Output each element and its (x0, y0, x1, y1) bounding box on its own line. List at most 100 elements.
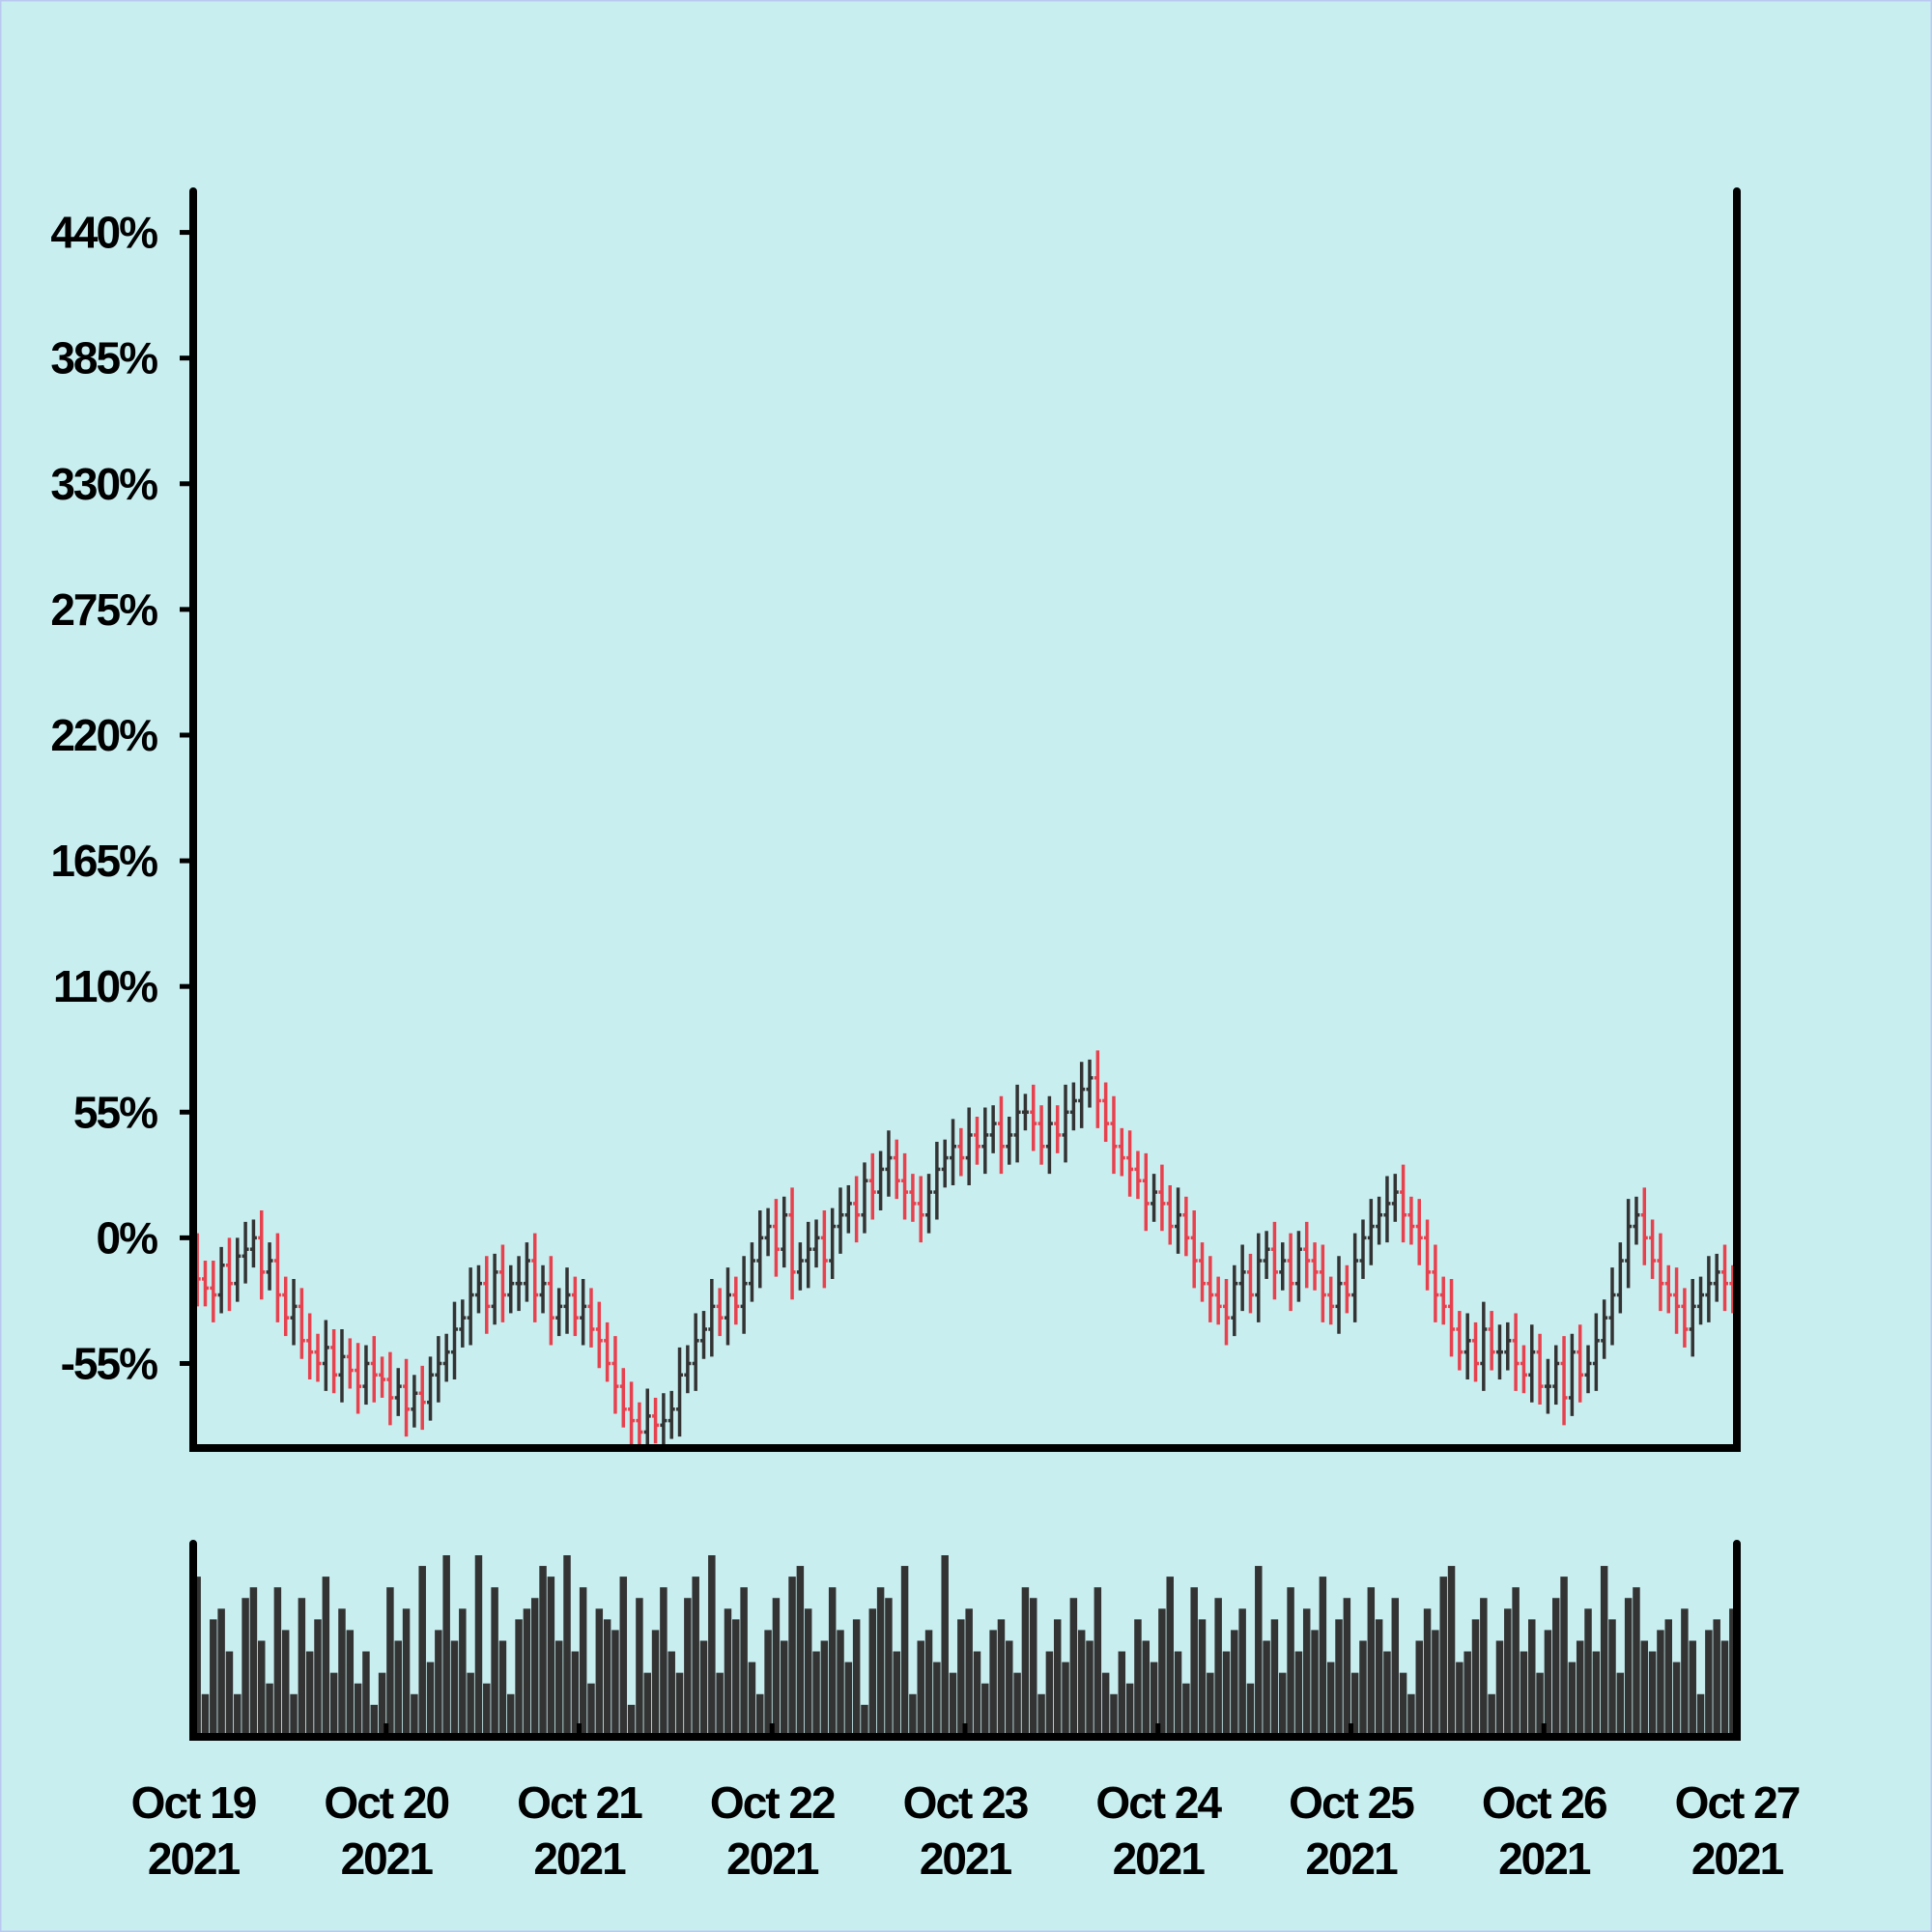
y-tick-label: 330% (50, 459, 157, 509)
volume-bar (1689, 1640, 1696, 1737)
volume-bar (1294, 1651, 1303, 1737)
volume-bar (338, 1608, 346, 1737)
ohlc-bar (587, 1288, 595, 1348)
volume-bar (1118, 1651, 1126, 1737)
volume-bar (1415, 1640, 1423, 1737)
volume-bar (1077, 1630, 1086, 1737)
ohlc-bar (459, 1299, 467, 1348)
y-tick-label: 275% (50, 584, 157, 635)
ohlc-bar (234, 1237, 242, 1302)
volume-bar (1648, 1651, 1657, 1737)
volume-bar (1681, 1608, 1689, 1737)
ohlc-bar (764, 1208, 772, 1257)
ohlc-bar (917, 1176, 924, 1243)
ohlc-bar (563, 1267, 571, 1334)
ohlc-bar (1151, 1174, 1158, 1222)
ohlc-bar (427, 1356, 435, 1421)
volume-bar (1383, 1651, 1391, 1737)
ohlc-bar (1246, 1253, 1254, 1314)
volume-bar (435, 1630, 442, 1737)
volume-bar (1255, 1566, 1263, 1737)
ohlc-bar (973, 1117, 980, 1165)
volume-bar (885, 1598, 893, 1737)
volume-bar (201, 1693, 210, 1737)
volume-bar (1544, 1630, 1552, 1737)
volume-bar (1391, 1598, 1400, 1737)
ohlc-bar (716, 1288, 724, 1337)
ohlc-bar (435, 1336, 442, 1403)
ohlc-bar (660, 1393, 668, 1448)
ohlc-bar (1616, 1242, 1624, 1314)
volume-bar (1190, 1587, 1198, 1737)
ohlc-bar (450, 1301, 458, 1380)
ohlc-bar (580, 1278, 587, 1346)
volume-bar (1447, 1566, 1456, 1737)
ohlc-bar (217, 1246, 225, 1314)
volume-bar (1343, 1598, 1351, 1737)
ohlc-bar (837, 1187, 844, 1254)
ohlc-bar (1134, 1151, 1142, 1200)
ohlc-bar (1488, 1311, 1495, 1371)
ohlc-bar (1721, 1244, 1729, 1312)
volume-bar (660, 1587, 668, 1737)
y-tick-label: -55% (61, 1338, 157, 1388)
ohlc-bar (1391, 1174, 1399, 1222)
ohlc-bar (547, 1256, 554, 1346)
ohlc-bar (844, 1184, 852, 1234)
volume-bar (474, 1555, 483, 1737)
ohlc-bar (362, 1345, 370, 1406)
volume-bar (386, 1587, 394, 1737)
ohlc-bar (796, 1242, 804, 1291)
ohlc-bar (1294, 1231, 1302, 1302)
ohlc-bar (829, 1208, 837, 1279)
volume-bar (1302, 1608, 1311, 1737)
ohlc-bar (950, 1119, 957, 1185)
price-plot (193, 1050, 1737, 1448)
volume-bar (1246, 1683, 1255, 1737)
ohlc-bar (1006, 1117, 1013, 1165)
volume-bar (772, 1598, 781, 1737)
ohlc-bar (1633, 1196, 1640, 1245)
volume-bar (1062, 1662, 1069, 1737)
ohlc-bar (330, 1328, 338, 1394)
volume-bar (1158, 1608, 1166, 1737)
x-tick-label: Oct 23 2021 (903, 1777, 1028, 1884)
ohlc-bar (965, 1107, 973, 1185)
volume-bar (266, 1683, 273, 1737)
ohlc-bar (1625, 1199, 1633, 1289)
ohlc-bar (989, 1105, 997, 1153)
ohlc-bar (322, 1320, 329, 1391)
volume-bar (764, 1630, 772, 1737)
ohlc-bar (604, 1321, 611, 1382)
volume-bar (411, 1693, 418, 1737)
ohlc-bar (957, 1127, 965, 1177)
volume-bar (1568, 1662, 1577, 1737)
volume-bar (1174, 1651, 1182, 1737)
volume-bar (828, 1587, 837, 1737)
volume-bar (1150, 1662, 1158, 1737)
ohlc-bar (531, 1233, 539, 1322)
ohlc-bar (411, 1375, 418, 1428)
volume-bar (1101, 1672, 1110, 1737)
ohlc-bar (1657, 1233, 1664, 1312)
ohlc-bar (997, 1095, 1005, 1175)
volume-bar (587, 1683, 595, 1737)
ohlc-bar (1472, 1321, 1480, 1382)
volume-bar (234, 1693, 242, 1737)
ohlc-bar (628, 1381, 636, 1448)
volume-bar (1110, 1693, 1118, 1737)
volume-bar (290, 1693, 298, 1737)
ohlc-bar (1495, 1324, 1503, 1380)
volume-bar (933, 1662, 941, 1737)
ohlc-bar (868, 1152, 876, 1220)
volume-bar (692, 1577, 699, 1737)
volume-bar (748, 1662, 756, 1737)
volume-bar (1657, 1630, 1664, 1737)
volume-bar (1013, 1672, 1021, 1737)
volume-bar (571, 1651, 580, 1737)
volume-bar (1006, 1640, 1013, 1737)
volume-bar (1495, 1640, 1504, 1737)
volume-bar (1608, 1619, 1616, 1737)
volume-bar (1399, 1672, 1407, 1737)
ohlc-bar (1383, 1176, 1391, 1243)
